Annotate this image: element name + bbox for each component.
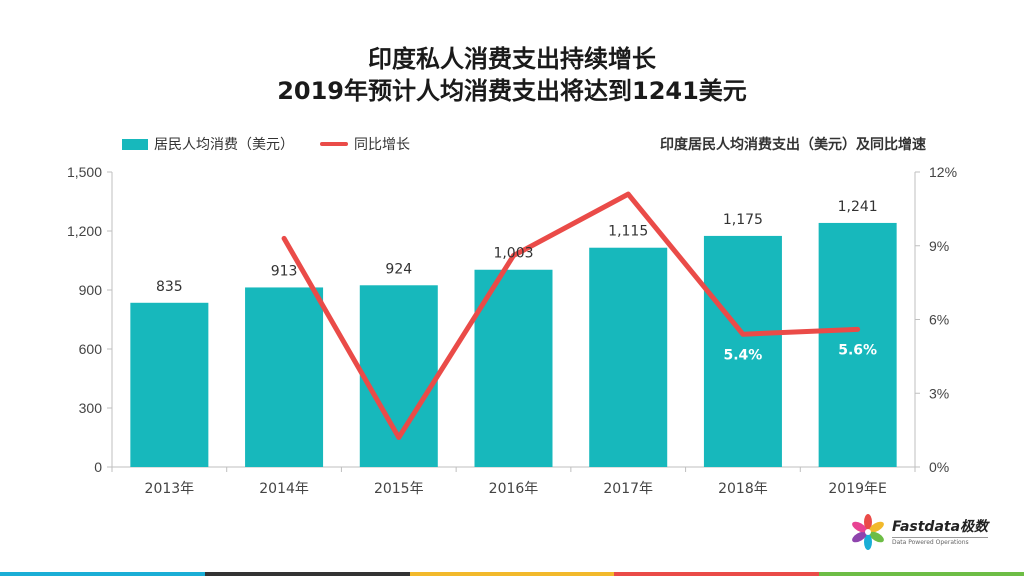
x-axis-tick-label: 2015年 — [374, 481, 424, 497]
x-axis-tick-label: 2016年 — [489, 481, 539, 497]
right-axis-tick-label: 12% — [929, 164, 957, 180]
bar — [589, 247, 668, 467]
bar-data-label: 913 — [271, 263, 298, 279]
footer-strip-segment — [819, 572, 1024, 576]
left-axis-tick-label: 1,500 — [67, 164, 102, 180]
bar — [130, 302, 209, 467]
chart-title-line2: 2019年预计人均消费支出将达到1241美元 — [277, 77, 747, 105]
bar-data-label: 1,241 — [838, 199, 878, 215]
x-axis-tick-label: 2019年E — [828, 481, 886, 497]
growth-point — [398, 437, 400, 438]
footer-strip-segment — [0, 572, 205, 576]
bar — [703, 235, 782, 467]
bar-data-label: 1,115 — [608, 224, 648, 240]
right-axis-tick-label: 9% — [929, 238, 949, 254]
footer-color-strip — [0, 572, 1024, 576]
bar — [474, 269, 553, 467]
left-axis-tick-label: 0 — [94, 459, 102, 475]
bar-data-label: 1,003 — [493, 246, 533, 262]
bar — [245, 287, 324, 467]
growth-line — [281, 191, 861, 440]
bar-data-label: 924 — [385, 261, 412, 277]
growth-point — [513, 255, 514, 257]
bar-data-label: 835 — [156, 279, 183, 295]
bar-data-label: 1,175 — [723, 212, 763, 228]
growth-point — [627, 193, 629, 195]
x-axis-tick-label: 2018年 — [718, 481, 768, 497]
brand-logo: Fastdata极数 Data Powered Operations — [850, 514, 989, 550]
legend-line-swatch — [320, 142, 348, 146]
left-axis-tick-label: 1,200 — [67, 223, 102, 239]
logo-tagline: Data Powered Operations — [892, 536, 989, 546]
right-axis-tick-label: 6% — [929, 312, 949, 328]
growth-point — [857, 328, 859, 330]
left-axis-tick-label: 600 — [79, 341, 103, 357]
footer-strip-segment — [409, 572, 615, 576]
right-axis-tick-label: 3% — [929, 385, 949, 401]
line-data-label: 5.6% — [838, 342, 877, 358]
logo-name: Fastdata极数 — [892, 518, 989, 535]
x-axis-tick-label: 2017年 — [603, 481, 653, 497]
left-axis-tick-label: 900 — [79, 282, 103, 298]
right-axis-tick-label: 0% — [929, 459, 949, 475]
legend-bar-label: 居民人均消费（美元） — [154, 137, 294, 153]
chart-caption: 印度居民人均消费支出（美元）及同比增速 — [660, 137, 926, 153]
footer-strip-segment — [204, 572, 410, 576]
line-data-label: 5.4% — [724, 347, 763, 363]
growth-point — [742, 333, 744, 335]
legend-line-label: 同比增长 — [354, 137, 410, 153]
footer-strip-segment — [614, 572, 820, 576]
legend-bar-swatch — [122, 138, 148, 150]
chart-title-line1: 印度私人消费支出持续增长 — [368, 45, 656, 73]
x-axis-tick-label: 2013年 — [145, 481, 195, 497]
legend: 居民人均消费（美元） 同比增长 — [122, 134, 410, 154]
flower-logo-icon — [852, 514, 884, 550]
growth-point — [283, 237, 285, 239]
left-axis-tick-label: 300 — [79, 400, 103, 416]
bar — [818, 222, 897, 467]
x-axis-tick-label: 2014年 — [259, 481, 309, 497]
